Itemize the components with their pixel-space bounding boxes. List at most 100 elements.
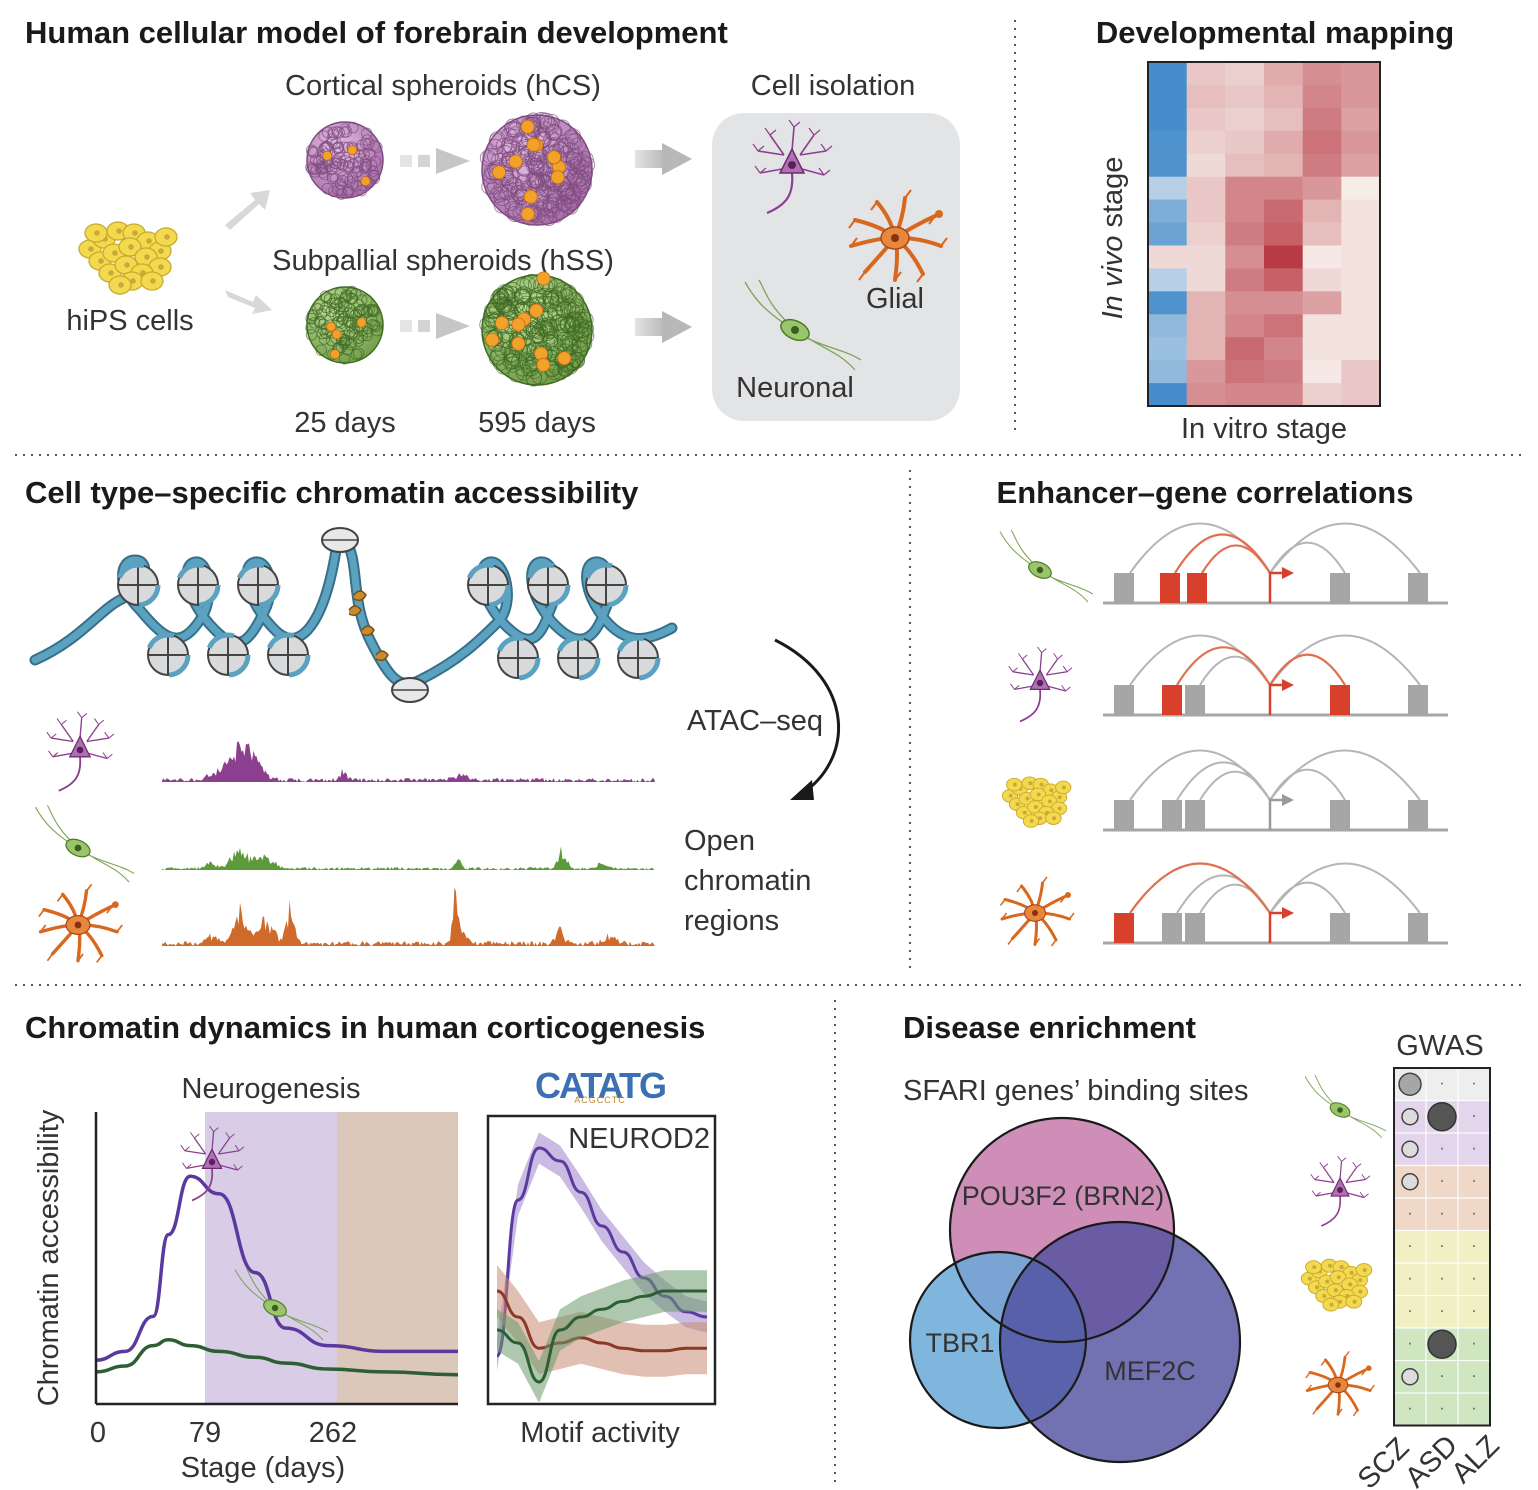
gwas-row <box>1394 1393 1490 1426</box>
heatmap-cell <box>1264 245 1304 269</box>
enhancer-link-active <box>1176 646 1271 686</box>
heatmap-cell <box>1186 314 1226 338</box>
heatmap-cell <box>1225 337 1265 361</box>
gwas-row <box>1394 1230 1490 1263</box>
gwas-table: · · · · · · · · · · · · · · · · · · · · · · · · · · <box>1393 1067 1491 1427</box>
motif-logo-main: CATATG <box>535 1065 665 1106</box>
enhancer-link-active <box>1201 544 1271 574</box>
heatmap-frame <box>1147 61 1381 407</box>
progenitor-icon <box>744 279 862 371</box>
motif-name: NEUROD2 <box>568 1123 710 1155</box>
heatmap-cell <box>1148 199 1188 223</box>
heatmap-cell <box>1186 62 1226 86</box>
heatmap-cell <box>1302 245 1342 269</box>
heatmap-cell <box>1148 337 1188 361</box>
heatmap-cell <box>1148 130 1188 155</box>
panel-title-chromatin: Cell type–specific chromatin accessibili… <box>25 475 639 510</box>
inactive-enhancer <box>1330 573 1350 603</box>
tss-arrow <box>1268 911 1285 943</box>
panel-title-model: Human cellular model of forebrain develo… <box>25 15 728 50</box>
heatmap-cell <box>1341 153 1381 178</box>
heatmap-cell <box>1186 291 1226 315</box>
gwas-empty-cell: · <box>1472 1206 1476 1222</box>
heatmap-cell <box>1302 176 1342 201</box>
inactive-enhancer <box>1114 573 1134 603</box>
panel-dividers <box>15 20 1525 1485</box>
heatmap-cell <box>1186 268 1226 292</box>
gwas-empty-cell: · <box>1408 1239 1412 1255</box>
hcs-spheroid-small-icon <box>305 121 384 200</box>
panel-enhancer: Enhancer–gene correlations <box>997 475 1448 947</box>
day-end-label: 595 days <box>478 407 596 439</box>
hcs-spheroid-large-icon <box>479 111 596 226</box>
hss-spheroid-large-icon <box>479 271 595 387</box>
atac-track-progenitor <box>162 846 655 870</box>
gwas-large-circle <box>1427 1329 1457 1359</box>
heatmap-cell <box>1148 62 1188 86</box>
tss-arrow <box>1268 571 1285 603</box>
gwas-empty-cell: · <box>1408 1206 1412 1222</box>
active-enhancer <box>1160 573 1180 603</box>
heatmap-cell <box>1225 130 1265 155</box>
inactive-enhancer <box>1408 913 1428 943</box>
hss-label: Subpallial spheroids (hSS) <box>272 245 614 277</box>
heatmap-cell <box>1225 245 1265 269</box>
heatmap-cell <box>1186 199 1226 223</box>
gwas-empty-cell: · <box>1408 1336 1412 1352</box>
atac-arrow-head <box>790 780 814 800</box>
hips-cells-icon <box>78 221 178 295</box>
inactive-enhancer <box>1114 800 1134 830</box>
tick-0: 0 <box>90 1417 106 1449</box>
enhancer-link <box>1199 770 1271 801</box>
tss-arrow <box>1268 683 1285 715</box>
heatmap-cell <box>1302 222 1342 246</box>
atac-arrow <box>774 638 841 797</box>
gwas-empty-cell: · <box>1440 1141 1444 1157</box>
inactive-enhancer <box>1185 685 1205 715</box>
panel-title-enhancer: Enhancer–gene correlations <box>997 475 1414 510</box>
dynamics-xlabel: Stage (days) <box>181 1452 345 1484</box>
heatmap-cell <box>1302 337 1342 361</box>
gwas-empty-cell: · <box>1408 1271 1412 1287</box>
dynamics-neuron-icon <box>180 1125 245 1202</box>
tick-262: 262 <box>309 1417 357 1449</box>
gwas-empty-cell: · <box>1472 1174 1476 1190</box>
motif-line-progenitor <box>496 1289 707 1384</box>
heatmap-cell <box>1302 268 1342 292</box>
gwas-col-alz: ALZ <box>1446 1430 1506 1490</box>
tss-arrow-head <box>1282 679 1294 691</box>
dna-strand <box>31 532 676 688</box>
heatmap-cell <box>1264 84 1304 109</box>
day-start-label: 25 days <box>294 407 396 439</box>
gwas-glia-icon <box>1305 1350 1375 1417</box>
heatmap-cell <box>1186 84 1226 109</box>
heatmap-cell <box>1148 314 1188 338</box>
track-glia-icon <box>38 883 123 963</box>
transcription-factor <box>361 625 375 637</box>
transcription-factor <box>348 605 362 617</box>
gwas-small-circle <box>1401 1140 1419 1158</box>
venn-label-pou3f2: POU3F2 (BRN2) <box>962 1181 1165 1211</box>
heatmap-cell <box>1148 222 1188 246</box>
heatmap-cell <box>1186 153 1226 178</box>
heatmap-cell <box>1186 245 1226 269</box>
heatmap-cell <box>1302 84 1342 109</box>
gwas-empty-cell: · <box>1440 1206 1444 1222</box>
heatmap-cell <box>1225 84 1265 109</box>
track-neuron-icon <box>46 711 115 792</box>
growth-arrows <box>400 143 692 343</box>
atac-track-neuron <box>162 741 655 782</box>
enhancer-ipsc-icon <box>1001 776 1072 828</box>
inactive-enhancer <box>1114 685 1134 715</box>
gwas-empty-cell: · <box>1472 1076 1476 1092</box>
gwas-empty-cell: · <box>1472 1336 1476 1352</box>
hips-label: hiPS cells <box>66 305 193 337</box>
heatmap-cell <box>1186 176 1226 201</box>
heatmap-cell <box>1264 383 1304 407</box>
venn-diagram: POU3F2 (BRN2) TBR1 MEF2C <box>908 1116 1242 1464</box>
heatmap-cell <box>1341 245 1381 269</box>
heatmap-cell <box>1264 268 1304 292</box>
branch-arrows <box>225 190 272 314</box>
heatmap-cell <box>1264 314 1304 338</box>
motif-logo: CATATG ACGCCTC <box>535 1065 667 1106</box>
